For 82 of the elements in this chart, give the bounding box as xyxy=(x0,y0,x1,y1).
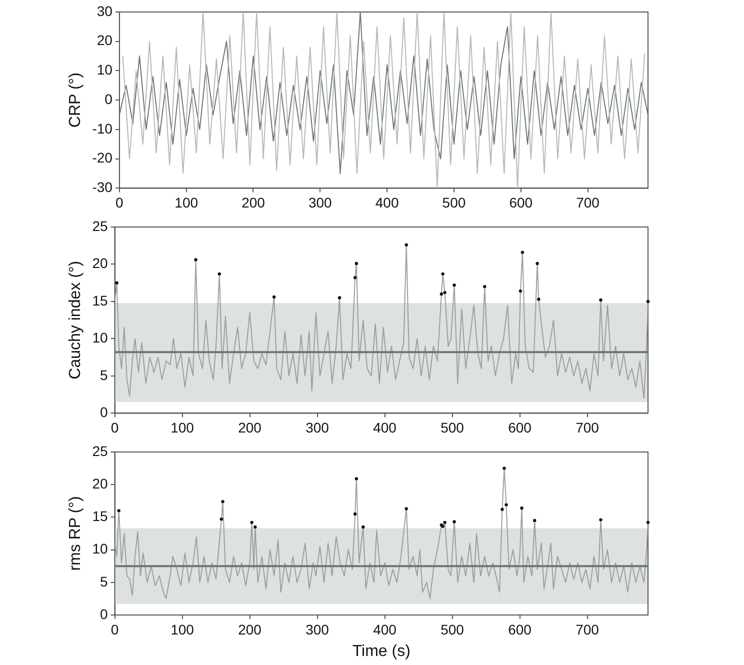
y-tick-label: -30 xyxy=(92,179,113,196)
point xyxy=(362,525,365,529)
point xyxy=(353,276,357,280)
x-tick-label: 700 xyxy=(576,621,600,638)
point xyxy=(117,509,120,512)
x-tick-label: 200 xyxy=(238,419,262,436)
x-tick-label: 300 xyxy=(308,194,332,210)
point xyxy=(533,518,536,522)
x-tick-label: 600 xyxy=(508,621,532,638)
y-tick-label: 25 xyxy=(92,218,108,234)
point xyxy=(443,520,446,524)
x-tick-label: 600 xyxy=(508,419,532,436)
x-tick-label: 600 xyxy=(509,194,533,210)
y-tick-label: 20 xyxy=(96,32,113,48)
point xyxy=(502,466,506,470)
x-tick-label: 200 xyxy=(238,621,262,638)
point xyxy=(254,525,257,529)
y-tick-label: 0 xyxy=(100,606,108,622)
y-tick-label: -20 xyxy=(92,150,113,166)
x-tick-label: 300 xyxy=(306,621,330,638)
point xyxy=(443,290,446,294)
y-tick-label: 15 xyxy=(92,292,108,308)
x-tick-label: 700 xyxy=(576,419,600,436)
point xyxy=(536,262,539,266)
point xyxy=(354,477,358,480)
y-tick-label: 5 xyxy=(100,366,108,383)
y-tick-label: 5 xyxy=(100,573,108,590)
y-tick-label: 20 xyxy=(92,255,108,272)
point xyxy=(194,258,198,262)
x-tick-label: 500 xyxy=(440,419,464,436)
point xyxy=(452,283,456,287)
y-tick-label: 20 xyxy=(92,475,108,492)
x-tick-label: 200 xyxy=(242,194,266,210)
point xyxy=(520,506,524,510)
x-tick-label: 400 xyxy=(373,621,397,638)
x-axis-title: Time (s) xyxy=(352,642,410,660)
point xyxy=(537,298,540,301)
point xyxy=(504,503,508,506)
y-tick-label: 0 xyxy=(100,404,108,420)
point xyxy=(441,272,444,276)
x-tick-label: 400 xyxy=(375,194,399,210)
x-tick-label: 0 xyxy=(116,194,124,210)
y-axis-title: CRP (°) xyxy=(67,72,84,128)
x-tick-label: 100 xyxy=(170,419,194,436)
point xyxy=(646,300,650,304)
point xyxy=(483,284,486,288)
y-tick-label: 0 xyxy=(104,90,113,107)
point xyxy=(338,296,342,300)
x-tick-label: 500 xyxy=(440,621,464,638)
y-tick-label: 15 xyxy=(92,508,108,524)
y-tick-label: 25 xyxy=(92,442,108,459)
x-tick-label: 100 xyxy=(174,194,198,210)
point xyxy=(440,292,444,296)
y-axis-title: rms RP (°) xyxy=(67,496,84,571)
y-tick-label: -10 xyxy=(92,120,113,136)
point xyxy=(404,243,408,246)
y-tick-label: 10 xyxy=(92,540,108,557)
y-tick-label: 30 xyxy=(96,2,113,19)
point xyxy=(520,250,524,254)
y-tick-label: 10 xyxy=(96,62,113,78)
point xyxy=(221,500,224,504)
point xyxy=(404,507,408,510)
point xyxy=(599,518,602,522)
y-axis-title: Cauchy index (°) xyxy=(67,260,84,380)
point xyxy=(272,295,276,299)
point xyxy=(250,520,254,524)
x-tick-label: 700 xyxy=(576,194,600,210)
point xyxy=(518,289,522,293)
point xyxy=(646,520,650,524)
point xyxy=(354,262,358,266)
point xyxy=(452,520,456,524)
point xyxy=(353,512,357,516)
point xyxy=(115,281,118,284)
point xyxy=(218,272,221,276)
point xyxy=(220,518,224,521)
point xyxy=(500,508,504,511)
x-tick-label: 100 xyxy=(170,621,194,638)
x-tick-label: 300 xyxy=(306,419,330,436)
point xyxy=(599,298,602,302)
x-tick-label: 500 xyxy=(442,194,466,210)
y-tick-label: 10 xyxy=(92,330,108,346)
x-tick-label: 400 xyxy=(373,419,397,436)
